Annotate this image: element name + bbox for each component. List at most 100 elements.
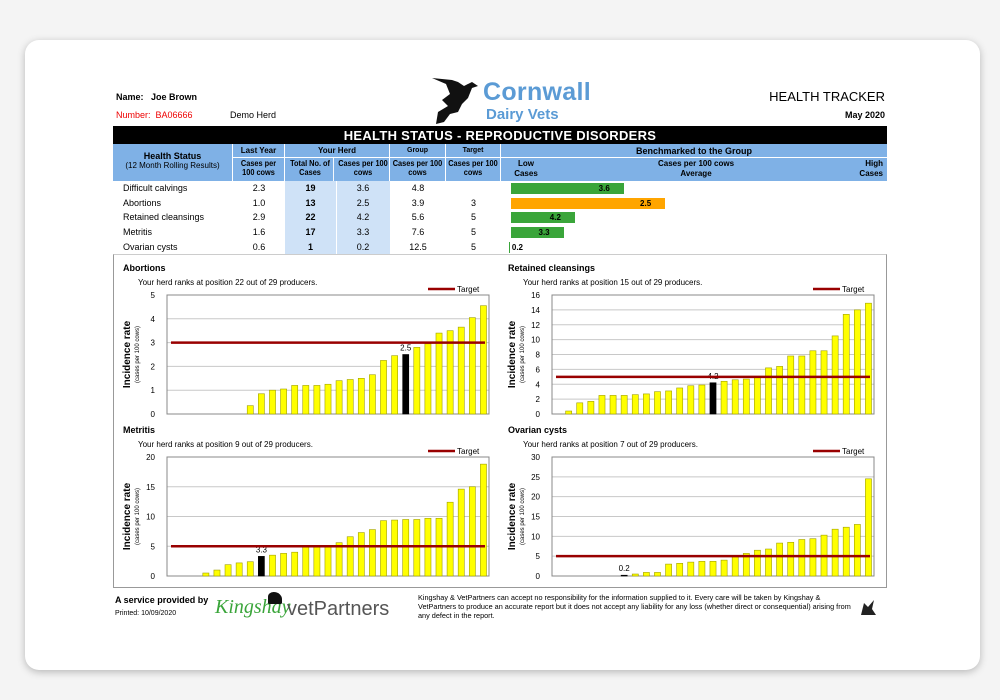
- name-label: Name:: [116, 92, 144, 102]
- cell-total: 22: [305, 212, 316, 223]
- col-header-health-status: Health Status (12 Month Rolling Results): [113, 144, 233, 181]
- producer-bar: [731, 555, 739, 577]
- producer-bar: [280, 388, 287, 415]
- producer-bar: [446, 330, 454, 415]
- y-tick-label: 4: [536, 380, 541, 389]
- producer-bar: [335, 380, 343, 415]
- cell-name: Retained cleansings: [123, 212, 205, 223]
- producer-bar: [742, 553, 750, 577]
- number-field: Number: BA06666: [116, 110, 193, 120]
- y-tick-label: 0: [536, 410, 541, 419]
- cell-rate: 0.2: [356, 241, 370, 252]
- producer-bar: [831, 335, 839, 415]
- producer-bar: [391, 519, 398, 577]
- herd-bar: [258, 556, 265, 577]
- producer-bar: [269, 554, 276, 577]
- kingshay-cow-icon: [268, 592, 282, 604]
- group-header: Group: [390, 144, 445, 158]
- y-tick-label: 5: [536, 552, 541, 561]
- y-axis-label: Incidence rate: [507, 482, 518, 550]
- y-tick-label: 10: [531, 336, 540, 345]
- producer-bar: [302, 385, 310, 415]
- producer-bar: [213, 569, 221, 577]
- bench-low-label: Low Cases: [514, 159, 538, 178]
- legend-target-label: Target: [457, 447, 480, 456]
- cell-name: Abortions: [123, 197, 162, 208]
- producer-bar: [654, 391, 661, 415]
- producer-bar: [820, 350, 828, 415]
- producer-bar: [643, 572, 650, 577]
- producer-bar: [457, 326, 465, 415]
- producer-bar: [246, 405, 254, 415]
- header-divider: [113, 126, 887, 128]
- cell-group: 12.5: [409, 241, 427, 252]
- chart-title: Metritis: [123, 425, 155, 435]
- kingshay-small-logo-icon: [858, 597, 878, 617]
- producer-bar: [720, 559, 728, 577]
- chart-retained-cleansings: Retained cleansings Your herd ranks at po…: [507, 263, 875, 419]
- producer-bar: [776, 542, 783, 577]
- producer-bar: [798, 355, 806, 415]
- producer-bar: [853, 524, 861, 577]
- benchmark-bar: 3.6: [511, 183, 624, 194]
- y-tick-label: 3: [151, 339, 156, 348]
- producer-bar: [709, 561, 717, 577]
- producer-bar: [291, 385, 299, 415]
- col-header-last-year: Last Year Cases per 100 cows: [233, 144, 285, 181]
- table-row: Metritis 1.6 17 3.3 7.6 5 3.3: [113, 225, 887, 240]
- number-label: Number:: [116, 110, 151, 120]
- y-tick-label: 15: [531, 513, 540, 522]
- producer-bar: [842, 314, 850, 415]
- producer-bar: [765, 548, 772, 577]
- y-tick-label: 10: [146, 513, 155, 522]
- chart-subtitle: Your herd ranks at position 15 out of 29…: [523, 278, 702, 287]
- producer-bar: [202, 572, 210, 577]
- y-tick-label: 0: [151, 410, 156, 419]
- producer-bar: [480, 463, 487, 577]
- cell-group: 7.6: [411, 227, 425, 238]
- producer-bar: [302, 545, 310, 577]
- col-header-target: Target Cases per 100 cows: [446, 144, 501, 181]
- producer-bar: [720, 380, 728, 415]
- producer-bar: [809, 350, 817, 415]
- y-tick-label: 20: [531, 493, 540, 502]
- producer-bar: [357, 378, 365, 415]
- y-tick-label: 20: [146, 453, 155, 462]
- producer-bar: [842, 526, 850, 577]
- y-tick-label: 5: [151, 291, 156, 300]
- y-tick-label: 0: [536, 572, 541, 581]
- cell-name: Ovarian cysts: [123, 241, 178, 252]
- producer-bar: [335, 542, 343, 577]
- legend-target-label: Target: [842, 447, 865, 456]
- producer-bar: [424, 343, 432, 415]
- y-tick-label: 15: [146, 483, 155, 492]
- legend-target-label: Target: [457, 285, 480, 294]
- herd-bar: [402, 354, 410, 415]
- your-herd-column-bg: [285, 181, 390, 255]
- report-title: HEALTH TRACKER: [769, 89, 885, 104]
- producer-bar: [587, 401, 595, 415]
- producer-bar: [457, 488, 465, 577]
- producer-bar: [468, 317, 476, 415]
- y-axis-label: Incidence rate: [507, 320, 518, 388]
- printed-date: Printed: 10/09/2020: [115, 610, 177, 617]
- benchmark-bar-label: 0.2: [511, 242, 523, 252]
- y-tick-label: 14: [531, 306, 540, 315]
- cell-target: 5: [470, 227, 476, 238]
- y-axis-sublabel: (cases per 100 cows): [135, 326, 141, 383]
- chart-title: Ovarian cysts: [508, 425, 567, 435]
- producer-bar: [831, 528, 839, 577]
- chart-title: Retained cleansings: [508, 263, 595, 273]
- producer-bar: [413, 347, 421, 415]
- cow-logo-icon: [432, 78, 478, 124]
- y-axis-sublabel: (cases per 100 cows): [520, 488, 526, 545]
- producer-bar: [631, 394, 639, 415]
- col-header-group: Group Cases per 100 cows: [390, 144, 446, 181]
- cell-last-year: 0.6: [252, 241, 266, 252]
- table-row: Abortions 1.0 13 2.5 3.9 3 2.5: [113, 196, 887, 211]
- y-tick-label: 16: [531, 291, 540, 300]
- y-tick-label: 5: [151, 542, 156, 551]
- chart-ovarian-cysts: Ovarian cysts Your herd ranks at position…: [507, 425, 875, 581]
- producer-bar: [765, 367, 772, 415]
- col-header-benchmark: Benchmarked to the Group Low Cases Cases…: [501, 144, 887, 181]
